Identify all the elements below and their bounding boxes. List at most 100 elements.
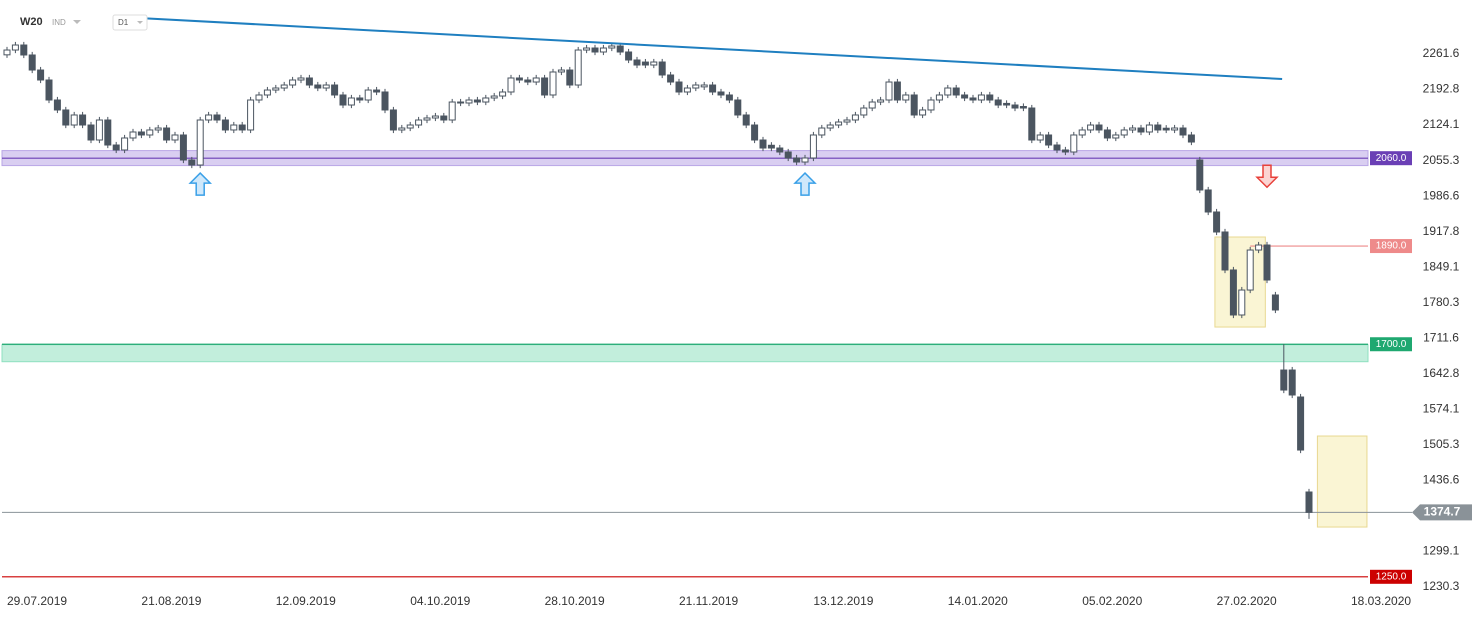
level-tag — [1370, 569, 1412, 584]
y-tick-label: 1986.6 — [1423, 188, 1460, 202]
y-tick-label: 1849.1 — [1423, 259, 1460, 273]
candle-body — [95, 119, 103, 141]
market: IND — [52, 18, 66, 27]
candle-body — [1187, 134, 1195, 143]
candle-body — [625, 51, 633, 61]
candle-body — [28, 54, 36, 71]
x-tick-label: 27.02.2020 — [1217, 594, 1277, 608]
candle-body — [1263, 244, 1271, 281]
candle-body — [927, 99, 935, 111]
candle-body — [473, 99, 481, 103]
x-tick-label: 21.11.2019 — [679, 594, 738, 608]
candle-body — [583, 47, 591, 51]
y-tick-label: 2055.3 — [1423, 153, 1460, 167]
level-tag — [1370, 337, 1412, 352]
candle-layer — [3, 41, 1313, 519]
level-tag — [1370, 239, 1412, 254]
y-tick-label: 1299.1 — [1423, 544, 1460, 558]
candle-body — [339, 94, 347, 106]
candle-body — [137, 131, 145, 136]
candle-body — [524, 79, 532, 83]
x-tick-label: 14.01.2020 — [948, 594, 1008, 608]
candle-body — [457, 101, 465, 104]
candle-body — [1061, 149, 1069, 153]
x-tick-label: 18.03.2020 — [1351, 594, 1411, 608]
candle-body — [893, 81, 901, 101]
candle-body — [1011, 104, 1019, 109]
candle-body — [1213, 211, 1221, 233]
candle-body — [557, 69, 565, 73]
candle-body — [1103, 129, 1111, 139]
zone — [1, 344, 1369, 363]
candle-body — [381, 91, 389, 111]
candle-body — [1288, 369, 1296, 396]
candle-body — [490, 95, 498, 99]
candle-body — [1246, 249, 1254, 291]
interval: D1 — [118, 18, 129, 27]
x-tick-label: 13.12.2019 — [813, 594, 873, 608]
price-label: 1374.7 — [1424, 505, 1461, 519]
candle-body — [1280, 369, 1288, 391]
candle-body — [373, 89, 381, 93]
candle-body — [1087, 124, 1095, 131]
candle-body — [314, 84, 322, 89]
candle-body — [776, 147, 784, 153]
candle-body — [389, 109, 397, 131]
candle-body — [104, 119, 112, 146]
highlight-box — [1316, 435, 1368, 528]
level-label: 1700.0 — [1376, 339, 1407, 350]
candle-body — [255, 94, 263, 101]
candle-body — [751, 124, 759, 141]
candle-body — [700, 84, 708, 88]
candle-body — [759, 139, 767, 149]
candle-body — [809, 134, 817, 159]
candle-body — [541, 77, 549, 96]
y-tick-label: 1917.8 — [1423, 224, 1460, 238]
candle-body — [910, 94, 918, 116]
candle-body — [415, 119, 423, 126]
candle-body — [1137, 127, 1145, 133]
candle-body — [717, 91, 725, 96]
candle-body — [297, 77, 305, 81]
candle-body — [87, 124, 95, 141]
candle-body — [347, 97, 355, 106]
candle-body — [331, 84, 339, 96]
signal-arrow — [793, 172, 817, 196]
candle-body — [1045, 134, 1053, 146]
candle-body — [1171, 127, 1179, 131]
candle-body — [322, 84, 330, 89]
candle-body — [1305, 491, 1313, 513]
candle-body — [1070, 134, 1078, 153]
candle-body — [423, 117, 431, 121]
candle-body — [1129, 127, 1137, 131]
candle-body — [70, 114, 78, 126]
candle-body — [37, 69, 45, 81]
candle-body — [835, 121, 843, 126]
candle-body — [1036, 134, 1044, 141]
y-tick-label: 2124.1 — [1423, 117, 1460, 131]
candle-body — [591, 47, 599, 53]
candle-body — [280, 84, 288, 89]
x-tick-label: 04.10.2019 — [410, 594, 470, 608]
candle-body — [599, 47, 607, 53]
candle-body — [734, 99, 742, 116]
candle-body — [1162, 127, 1170, 131]
candle-body — [213, 114, 221, 121]
candle-body — [121, 137, 129, 151]
candle-body — [608, 45, 616, 49]
x-tick-label: 12.09.2019 — [276, 594, 336, 608]
candle-body — [1019, 106, 1027, 109]
candle-body — [1255, 244, 1263, 251]
candle-body — [289, 79, 297, 86]
candle-body — [188, 159, 196, 166]
candle-body — [431, 115, 439, 119]
candle-body — [742, 114, 750, 126]
level-label: 1890.0 — [1376, 241, 1407, 252]
dropdown-icon[interactable] — [73, 20, 81, 24]
x-tick-label: 05.02.2020 — [1082, 594, 1142, 608]
symbol: W20 — [20, 16, 43, 28]
interval-select[interactable] — [112, 14, 148, 31]
candle-body — [1196, 159, 1204, 191]
candle-body — [843, 119, 851, 123]
y-tick-label: 2261.6 — [1423, 46, 1460, 60]
